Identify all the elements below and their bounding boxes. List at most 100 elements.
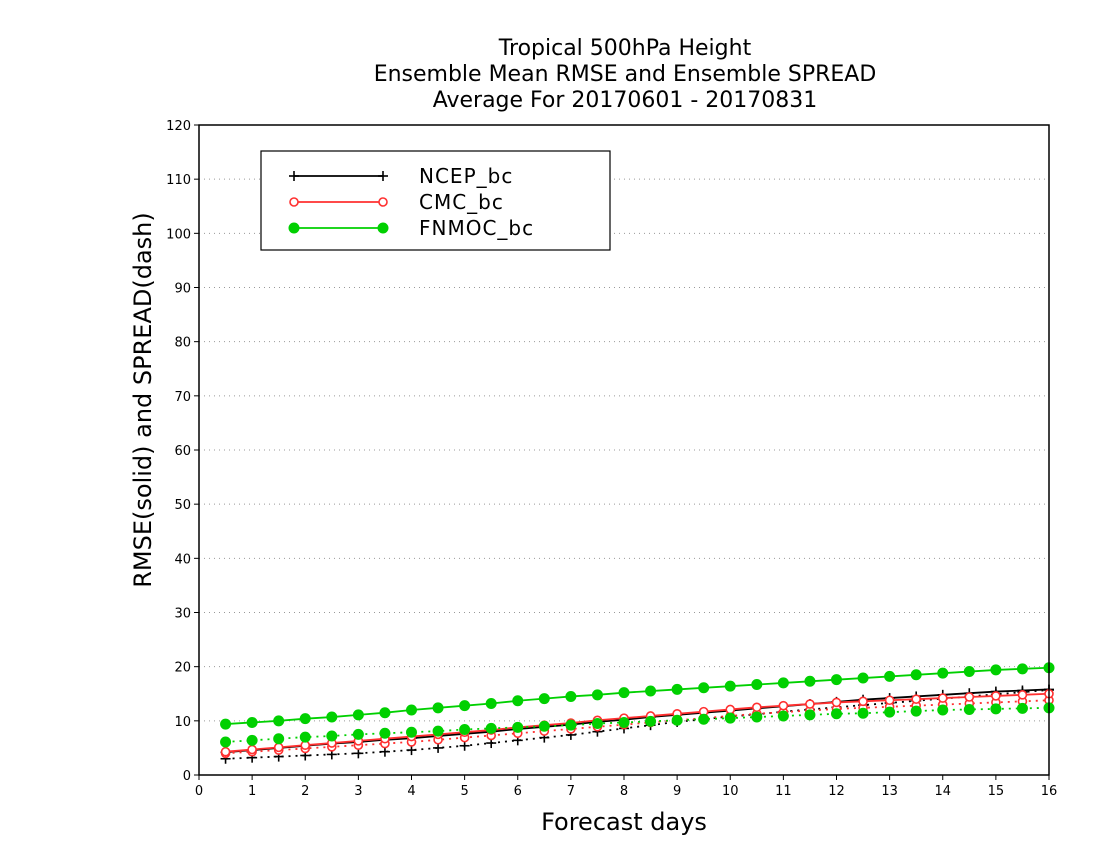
y-tick-label-100: 100 (166, 227, 191, 242)
series-fnmoc-bc-spread-point-11 (512, 721, 524, 733)
series-cmc-bc-rmse-point-0 (220, 746, 231, 757)
x-tick-label-13: 13 (881, 784, 898, 799)
legend-box (260, 150, 611, 251)
series-fnmoc-bc-rmse-point-4 (326, 711, 338, 723)
series-fnmoc-bc-spread-point-16 (645, 715, 657, 727)
series-fnmoc-bc-rmse-point-3 (299, 713, 311, 725)
series-cmc-bc-rmse-point-20 (752, 702, 762, 713)
series-fnmoc-bc-spread-point-1 (246, 734, 258, 746)
series-fnmoc-bc-rmse-point-28 (963, 666, 975, 678)
chart-title-line-1: Tropical 500hPa Height (498, 36, 752, 61)
series-fnmoc-bc-spread-point-28 (963, 703, 975, 715)
series-layer (220, 662, 1055, 764)
series-cmc-bc-rmse-point-26 (911, 694, 921, 704)
series-fnmoc-bc-spread-point-29 (990, 703, 1002, 715)
series-ncep-bc (220, 684, 1054, 764)
y-tick-label-50: 50 (174, 498, 191, 513)
series-fnmoc-bc-rmse-point-1 (246, 716, 258, 728)
legend-marker-start-cmc-bc (289, 197, 299, 207)
series-cmc-bc-rmse-point-23 (831, 697, 842, 708)
legend-label-ncep-bc: NCEP_bc (419, 164, 513, 188)
series-fnmoc-bc-rmse-point-21 (777, 677, 789, 689)
series-fnmoc-bc-spread-point-5 (352, 728, 364, 740)
series-fnmoc-bc-rmse-point-20 (751, 679, 763, 691)
series-fnmoc-bc-rmse-point-25 (884, 670, 896, 682)
series-fnmoc-bc-spread-point-4 (326, 730, 338, 742)
x-tick-label-6: 6 (514, 784, 522, 799)
x-tick-label-7: 7 (567, 784, 575, 799)
series-fnmoc-bc-rmse-point-11 (512, 695, 524, 707)
chart-title-line-2: Ensemble Mean RMSE and Ensemble SPREAD (373, 62, 877, 87)
x-tick-label-16: 16 (1041, 784, 1058, 799)
x-tick-label-11: 11 (775, 784, 792, 799)
series-fnmoc-bc-rmse-point-17 (671, 683, 683, 695)
series-fnmoc-bc-rmse-point-8 (432, 702, 444, 714)
y-tick-label-20: 20 (174, 661, 191, 676)
series-fnmoc-bc-spread-point-24 (857, 707, 869, 719)
series-fnmoc-bc-rmse-point-29 (990, 664, 1002, 676)
series-fnmoc-bc-rmse-point-10 (485, 698, 497, 709)
x-tick-label-8: 8 (620, 784, 628, 799)
series-fnmoc-bc (220, 662, 1055, 748)
series-cmc-bc-rmse-point-1 (247, 744, 257, 755)
series-ncep-bc-spread-line (225, 689, 1050, 760)
legend-label-fnmoc-bc: FNMOC_bc (419, 216, 534, 240)
series-cmc-bc (220, 688, 1054, 759)
y-tick-label-0: 0 (183, 769, 191, 784)
series-fnmoc-bc-rmse-point-22 (804, 675, 816, 687)
x-axis-label: Forecast days (541, 808, 707, 836)
series-fnmoc-bc-spread-point-23 (831, 708, 842, 720)
series-fnmoc-bc-spread-point-22 (804, 709, 816, 721)
y-tick-label-120: 120 (166, 119, 191, 134)
x-tick-label-2: 2 (301, 784, 309, 799)
series-cmc-bc-rmse-point-22 (805, 699, 815, 709)
legend-marker-end-fnmoc-bc (377, 222, 389, 234)
series-fnmoc-bc-rmse-point-2 (273, 715, 285, 727)
series-fnmoc-bc-spread-point-27 (937, 704, 949, 716)
grid-lines (199, 178, 1049, 722)
series-fnmoc-bc-rmse-point-13 (565, 690, 577, 702)
y-tick-label-10: 10 (174, 715, 191, 730)
series-fnmoc-bc-spread-point-20 (751, 711, 763, 723)
y-tick-label-40: 40 (174, 552, 191, 567)
series-fnmoc-bc-spread-point-6 (379, 727, 391, 739)
series-fnmoc-bc-rmse-point-9 (459, 700, 471, 712)
x-tick-label-15: 15 (988, 784, 1005, 799)
series-fnmoc-bc-rmse-point-16 (645, 685, 657, 697)
legend-item-fnmoc-bc: FNMOC_bc (288, 216, 534, 240)
series-fnmoc-bc-spread-line (225, 706, 1050, 743)
series-fnmoc-bc-rmse-point-26 (910, 669, 922, 681)
x-tick-label-5: 5 (460, 784, 468, 799)
series-fnmoc-bc-spread-point-17 (671, 714, 683, 726)
x-tick-label-1: 1 (248, 784, 256, 799)
x-tick-label-12: 12 (828, 784, 845, 799)
series-cmc-bc-rmse-point-25 (884, 695, 895, 706)
series-fnmoc-bc-rmse-point-23 (831, 674, 842, 686)
series-cmc-bc-rmse-point-28 (964, 692, 975, 702)
series-fnmoc-bc-rmse-point-5 (352, 709, 364, 721)
series-cmc-bc-rmse-point-2 (273, 742, 284, 753)
y-axis-label: RMSE(solid) and SPREAD(dash) (129, 212, 157, 588)
legend-item-ncep-bc: NCEP_bc (289, 164, 513, 188)
series-fnmoc-bc-spread-point-13 (565, 719, 577, 731)
series-fnmoc-bc-rmse-point-12 (538, 693, 550, 705)
y-tick-label-30: 30 (174, 607, 191, 622)
x-tick-label-3: 3 (354, 784, 362, 799)
series-fnmoc-bc-spread-point-26 (910, 705, 922, 717)
series-cmc-bc-rmse-point-24 (858, 696, 868, 707)
series-fnmoc-bc-spread-point-8 (432, 725, 444, 737)
series-fnmoc-bc-rmse-point-6 (379, 707, 391, 719)
series-fnmoc-bc-rmse-point-7 (406, 704, 417, 716)
x-tick-label-10: 10 (722, 784, 739, 799)
series-fnmoc-bc-spread-point-19 (724, 712, 736, 724)
legend-item-cmc-bc: CMC_bc (289, 190, 504, 214)
series-cmc-bc-rmse-point-30 (1017, 690, 1028, 700)
series-fnmoc-bc-rmse-point-19 (724, 680, 736, 692)
series-fnmoc-bc-spread-point-10 (485, 722, 497, 734)
series-fnmoc-bc-spread-point-2 (273, 733, 285, 745)
series-fnmoc-bc-spread-point-9 (459, 724, 471, 735)
series-fnmoc-bc-rmse-point-14 (591, 689, 603, 701)
y-tick-label-60: 60 (174, 444, 191, 459)
legend-label-cmc-bc: CMC_bc (419, 190, 504, 214)
